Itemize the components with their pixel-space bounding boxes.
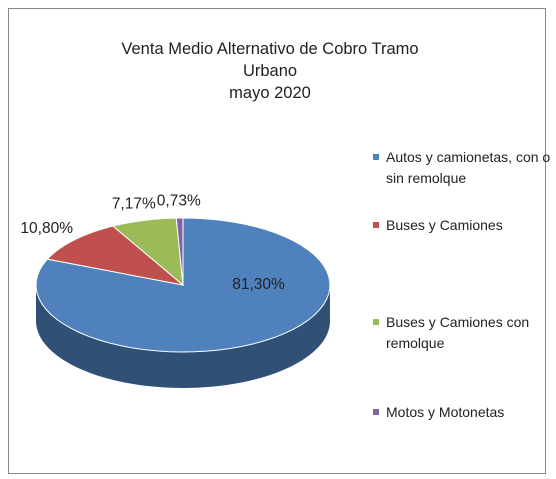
legend-label: Motos y Motonetas — [386, 404, 505, 420]
chart-frame — [8, 8, 546, 474]
legend-swatch — [373, 409, 379, 415]
data-label: 7,17% — [112, 195, 156, 212]
legend-swatch — [373, 222, 379, 228]
legend-swatch — [373, 154, 379, 160]
slice — [46, 225, 185, 286]
legend-label: Buses y Camiones con remolque — [386, 314, 530, 351]
chart-title: Venta Medio Alternativo de Cobro Tramo U… — [121, 40, 419, 80]
slice — [111, 217, 184, 287]
legend-swatch — [373, 319, 379, 325]
data-label: 10,80% — [20, 220, 73, 237]
data-label: 81,30% — [232, 276, 285, 293]
slice — [175, 217, 184, 286]
legend-label: Buses y Camiones — [386, 217, 503, 233]
data-label: 0,73% — [157, 192, 201, 209]
legend-label: Autos y camionetas, con o sin remolque — [386, 149, 551, 186]
chart-subtitle: mayo 2020 — [229, 84, 311, 102]
slice-side — [36, 285, 330, 388]
